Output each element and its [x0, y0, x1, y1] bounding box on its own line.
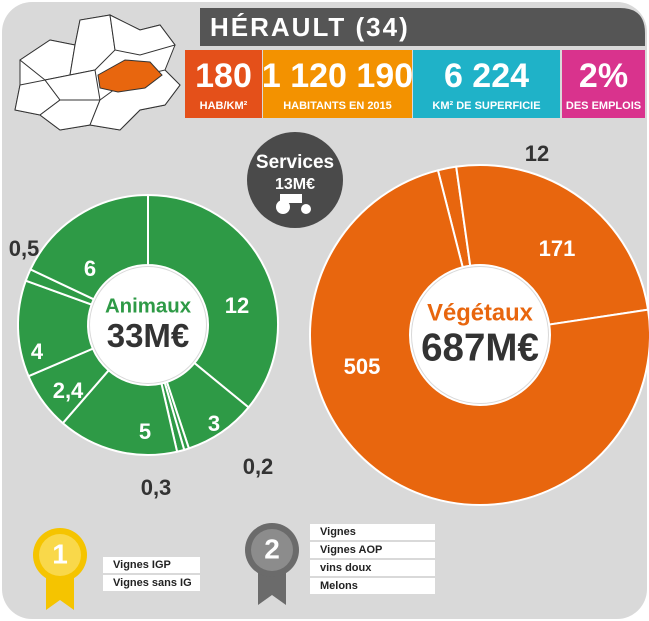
- segment-label: 6: [84, 256, 96, 281]
- medal-inner: [39, 534, 81, 576]
- medal-rank: 2: [264, 533, 280, 564]
- header-title: HÉRAULT (34): [210, 12, 410, 42]
- segment-label: 0,3: [141, 475, 172, 500]
- services-total: 13M€: [275, 176, 315, 193]
- donut-segment: [455, 164, 649, 326]
- rank-item-box: [310, 578, 435, 594]
- rank-item: vins doux: [320, 562, 372, 574]
- stat-box: [562, 50, 645, 118]
- rank-item: Vignes AOP: [320, 544, 382, 556]
- donut-segment: [147, 193, 279, 409]
- rank-item-box: [310, 560, 435, 576]
- segment-label: 505: [344, 354, 381, 379]
- stat-label: HABITANTS EN 2015: [283, 100, 392, 112]
- stat-label: DES EMPLOIS: [566, 100, 641, 112]
- medal-rank: 1: [52, 538, 68, 569]
- rank-item-box: [310, 542, 435, 558]
- segment-label: 12: [225, 293, 249, 318]
- segment-label: 2,4: [53, 378, 84, 403]
- rank-item: Vignes sans IG: [113, 577, 192, 589]
- donut-center: [90, 267, 206, 383]
- stat-box: [185, 50, 262, 118]
- segment-label: 5: [139, 419, 151, 444]
- rank-item: Vignes: [320, 526, 356, 538]
- tractor-icon: [276, 194, 311, 214]
- donut-segment: [309, 169, 649, 506]
- donut-label: Animaux: [105, 295, 192, 317]
- donut-total: 687M€: [421, 327, 539, 370]
- stat-box: [413, 50, 560, 118]
- donut-center: [412, 267, 548, 403]
- stat-value: 180: [195, 57, 252, 95]
- medal-inner: [251, 529, 293, 571]
- rank-item: Vignes IGP: [113, 559, 171, 571]
- stat-box: [263, 50, 412, 118]
- donut-total: 33M€: [107, 317, 190, 354]
- stat-value: 6 224: [444, 57, 529, 95]
- segment-label: 3: [208, 411, 220, 436]
- services-label: Services: [256, 152, 334, 173]
- stat-value: 2%: [579, 57, 628, 95]
- donut-segment: [29, 193, 149, 301]
- rank-item-box: [103, 575, 200, 591]
- segment-label: 12: [525, 141, 549, 166]
- rank-item-box: [103, 557, 200, 573]
- services-circle: [247, 132, 343, 228]
- rank-item-box: [310, 524, 435, 540]
- segment-label: 171: [539, 236, 576, 261]
- segment-label: 4: [31, 339, 44, 364]
- header-bar: [200, 8, 645, 46]
- map: [14, 14, 181, 131]
- donut-label: Végétaux: [427, 299, 534, 326]
- segment-label: 0,2: [243, 454, 274, 479]
- stat-label: HAB/KM²: [200, 100, 248, 112]
- stat-label: KM² DE SUPERFICIE: [432, 100, 540, 112]
- rank-item: Melons: [320, 580, 358, 592]
- stat-value: 1 120 190: [262, 57, 413, 95]
- segment-label: 0,5: [9, 236, 40, 261]
